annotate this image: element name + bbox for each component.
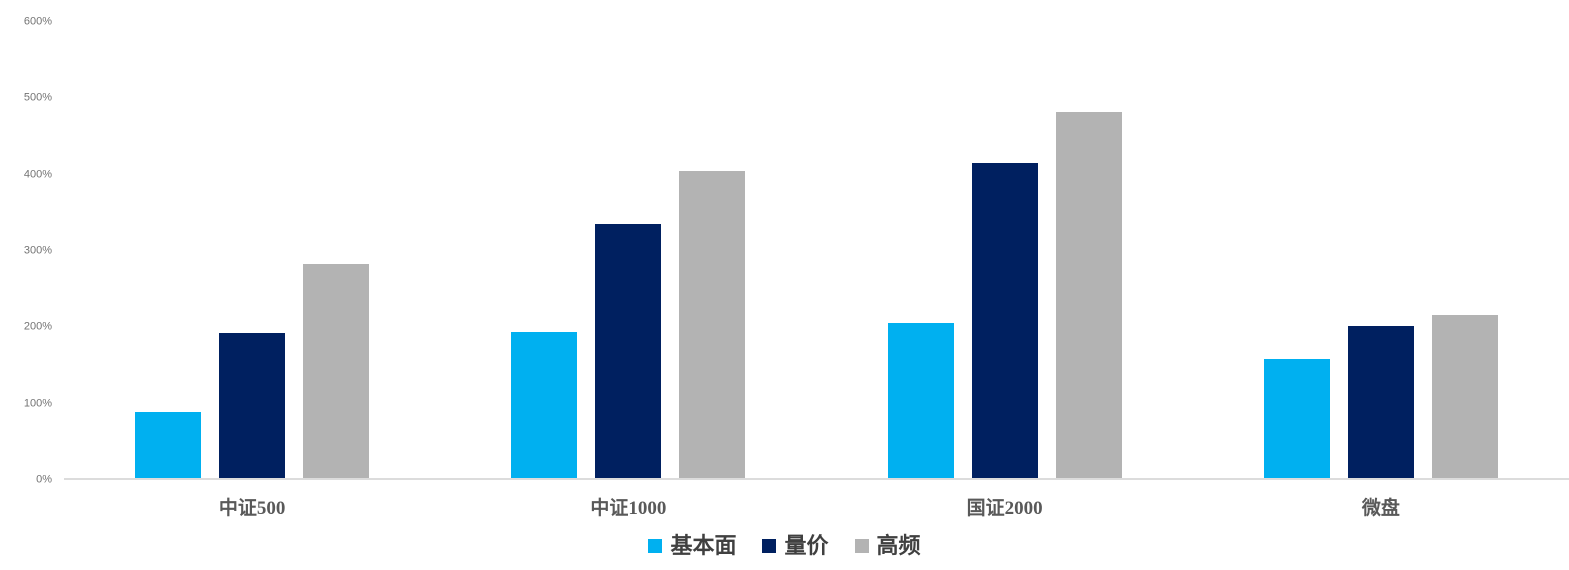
bar-high-freq-csi1000 — [679, 170, 746, 478]
legend-label-price-volume: 量价 — [784, 533, 829, 558]
bar-high-freq-gz2000 — [1055, 112, 1122, 478]
y-tick-label: 600% — [23, 15, 52, 28]
y-tick-label: 200% — [23, 320, 52, 333]
bar-price-volume-csi1000 — [595, 224, 662, 478]
x-axis-label-micro-cap: 微盘 — [1361, 498, 1400, 519]
legend-swatch-fundamental — [648, 539, 663, 554]
x-axis-label-csi500: 中证500 — [218, 498, 286, 519]
bar-fundamental-csi500 — [135, 411, 202, 478]
plot-area — [64, 22, 1569, 480]
bar-group-csi1000 — [440, 22, 816, 478]
x-axis-label-csi1000: 中证1000 — [590, 498, 667, 519]
x-axis-labels: 中证500 中证1000 国证2000 微盘 — [64, 493, 1569, 520]
legend: 基本面 量价 高频 — [0, 533, 1569, 558]
bar-fundamental-gz2000 — [887, 322, 954, 478]
legend-item-high-freq: 高频 — [854, 533, 921, 558]
legend-swatch-high-freq — [854, 539, 869, 554]
legend-item-fundamental: 基本面 — [648, 533, 737, 558]
bar-high-freq-csi500 — [303, 263, 370, 478]
bar-fundamental-micro-cap — [1263, 358, 1330, 478]
y-axis: 0% 100% 200% 300% 400% 500% 600% — [0, 16, 52, 485]
y-tick-label: 100% — [23, 397, 52, 410]
legend-label-high-freq: 高频 — [876, 533, 921, 558]
legend-item-price-volume: 量价 — [762, 533, 829, 558]
bar-price-volume-gz2000 — [971, 163, 1038, 478]
y-tick-label: 400% — [23, 168, 52, 181]
legend-label-fundamental: 基本面 — [670, 533, 737, 558]
legend-swatch-price-volume — [762, 539, 777, 554]
y-tick-label: 500% — [23, 91, 52, 104]
y-tick-label: 0% — [36, 473, 52, 486]
bar-group-csi500 — [64, 22, 440, 478]
x-axis-label-gz2000: 国证2000 — [966, 498, 1043, 519]
y-tick-label: 300% — [23, 244, 52, 257]
bar-price-volume-csi500 — [219, 332, 286, 478]
bar-price-volume-micro-cap — [1347, 326, 1414, 478]
bar-group-micro-cap — [1193, 22, 1569, 478]
bar-group-gz2000 — [817, 22, 1193, 478]
bar-high-freq-micro-cap — [1431, 314, 1498, 478]
bar-fundamental-csi1000 — [511, 332, 578, 478]
